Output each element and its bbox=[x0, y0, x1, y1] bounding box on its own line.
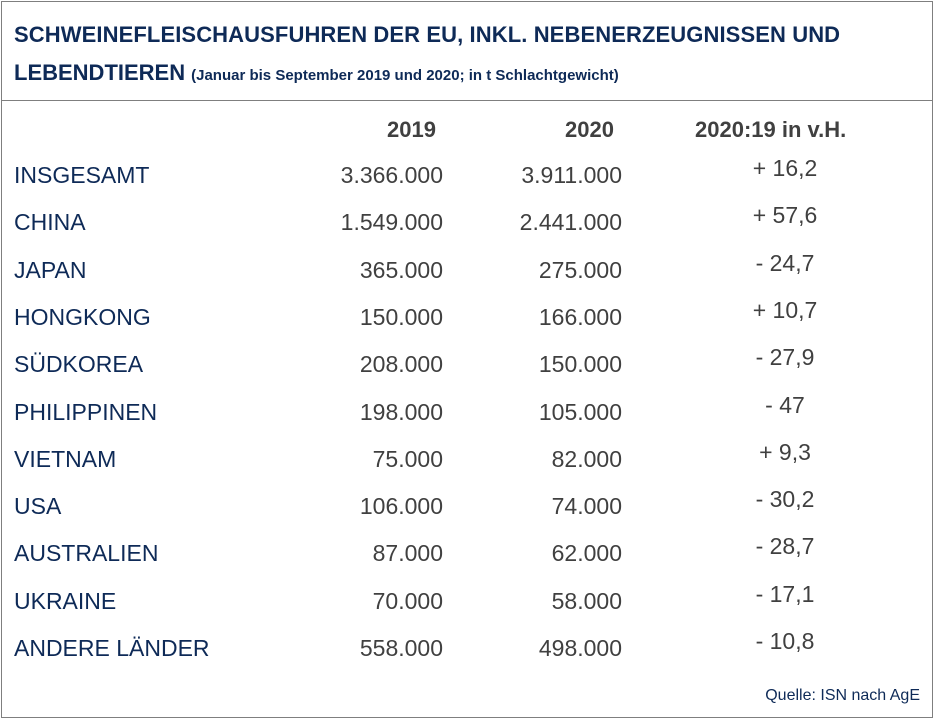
table-row: HONGKONG 150.000 166.000 + 10,7 bbox=[2, 297, 932, 334]
table-row: ANDERE LÄNDER 558.000 498.000 - 10,8 bbox=[2, 628, 932, 665]
table-row: SÜDKOREA 208.000 150.000 - 27,9 bbox=[2, 344, 932, 381]
value-2019: 365.000 bbox=[359, 256, 443, 283]
value-2019: 150.000 bbox=[359, 303, 443, 330]
value-2020: 105.000 bbox=[538, 398, 622, 425]
value-2019: 3.366.000 bbox=[340, 162, 443, 188]
value-2020: 166.000 bbox=[538, 303, 622, 330]
table-row: JAPAN 365.000 275.000 - 24,7 bbox=[2, 250, 932, 287]
value-change: - 30,2 bbox=[755, 486, 815, 513]
row-label: VIETNAM bbox=[14, 445, 117, 472]
value-change: - 24,7 bbox=[755, 249, 815, 276]
value-2020: 82.000 bbox=[551, 445, 622, 472]
value-2020: 58.000 bbox=[551, 587, 622, 614]
value-change: + 57,6 bbox=[752, 202, 818, 229]
value-2020: 498.000 bbox=[538, 635, 622, 661]
value-2019: 198.000 bbox=[359, 398, 443, 425]
table-row: UKRAINE 70.000 58.000 - 17,1 bbox=[2, 581, 932, 618]
value-2019: 558.000 bbox=[359, 635, 443, 661]
table-row: AUSTRALIEN 87.000 62.000 - 28,7 bbox=[2, 533, 932, 570]
table-row: INSGESAMT 3.366.000 3.911.000 + 16,2 bbox=[2, 155, 932, 192]
value-change: - 47 bbox=[765, 391, 805, 418]
title-line-1: SCHWEINEFLEISCHAUSFUHREN DER EU, INKL. N… bbox=[14, 22, 841, 47]
source-note: Quelle: ISN nach AgE bbox=[765, 687, 920, 704]
row-label: JAPAN bbox=[14, 256, 87, 283]
column-header-change: 2020:19 in v.H. bbox=[695, 117, 847, 142]
value-2019: 75.000 bbox=[372, 445, 443, 472]
column-header-2020: 2020 bbox=[565, 117, 614, 142]
row-label: HONGKONG bbox=[14, 303, 151, 330]
value-2019: 1.549.000 bbox=[340, 209, 443, 236]
value-2020: 275.000 bbox=[538, 256, 622, 283]
row-label: CHINA bbox=[14, 209, 86, 236]
table-row: VIETNAM 75.000 82.000 + 9,3 bbox=[2, 439, 932, 476]
value-2019: 70.000 bbox=[372, 587, 443, 614]
value-2019: 208.000 bbox=[359, 351, 443, 378]
value-change: + 9,3 bbox=[759, 438, 811, 465]
value-change: - 27,9 bbox=[755, 344, 815, 371]
value-2019: 106.000 bbox=[359, 493, 443, 520]
value-2020: 150.000 bbox=[538, 351, 622, 378]
value-2019: 87.000 bbox=[372, 540, 443, 567]
column-header-2019: 2019 bbox=[387, 117, 436, 142]
value-change: - 17,1 bbox=[755, 580, 815, 607]
table-row: PHILIPPINEN 198.000 105.000 - 47 bbox=[2, 392, 932, 429]
table-row: CHINA 1.549.000 2.441.000 + 57,6 bbox=[2, 202, 932, 239]
value-2020: 3.911.000 bbox=[521, 162, 622, 188]
title-block: SCHWEINEFLEISCHAUSFUHREN DER EU, INKL. N… bbox=[2, 2, 932, 101]
row-label: PHILIPPINEN bbox=[14, 398, 158, 425]
value-2020: 62.000 bbox=[551, 540, 622, 567]
row-label: USA bbox=[14, 493, 62, 520]
value-change: - 28,7 bbox=[755, 533, 815, 560]
title-line-2-main: LEBENDTIEREN bbox=[14, 60, 186, 85]
value-2020: 74.000 bbox=[551, 493, 622, 520]
table-row: USA 106.000 74.000 - 30,2 bbox=[2, 486, 932, 523]
row-label: SÜDKOREA bbox=[14, 351, 144, 378]
title-line-2: LEBENDTIEREN (Januar bis September 2019 u… bbox=[14, 60, 619, 86]
value-change: + 16,2 bbox=[752, 155, 818, 181]
row-label: AUSTRALIEN bbox=[14, 540, 159, 567]
value-2020: 2.441.000 bbox=[519, 209, 622, 236]
row-label: INSGESAMT bbox=[14, 162, 150, 188]
row-label: ANDERE LÄNDER bbox=[14, 635, 210, 661]
value-change: - 10,8 bbox=[755, 628, 815, 654]
subtitle: (Januar bis September 2019 und 2020; in … bbox=[191, 67, 619, 84]
row-label: UKRAINE bbox=[14, 587, 117, 614]
value-change: + 10,7 bbox=[752, 296, 818, 323]
